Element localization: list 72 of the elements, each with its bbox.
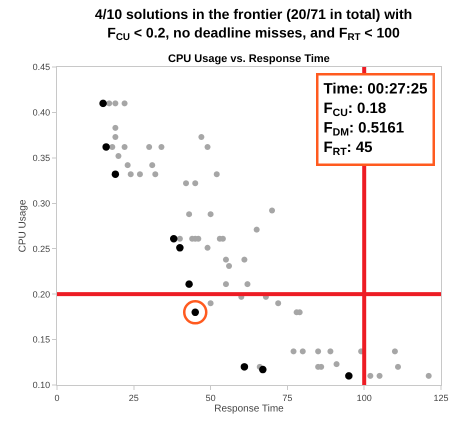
point: [204, 244, 211, 251]
point: [183, 300, 208, 325]
point: [109, 144, 116, 150]
point: [244, 281, 250, 288]
x-tick-label: 75: [282, 392, 292, 403]
point: [376, 372, 383, 379]
point: [99, 100, 107, 108]
point: [198, 134, 204, 140]
point: [208, 211, 214, 218]
point: [392, 348, 398, 354]
point: [124, 162, 131, 168]
point: [149, 162, 156, 168]
point: [122, 144, 128, 150]
y-tick-label: 0.30: [32, 198, 50, 208]
point: [192, 180, 198, 186]
point: [176, 244, 184, 252]
point: [214, 171, 220, 178]
point: [290, 348, 297, 354]
point: [254, 226, 260, 233]
point: [345, 372, 353, 380]
x-tick-label: 50: [206, 392, 216, 403]
point: [112, 170, 120, 178]
point: [146, 144, 152, 150]
y-tick-label: 0.20: [32, 289, 50, 300]
chart-title: 4/10 solutions in the frontier (20/71 in total) with F$_{CU}$ < 0.2, no deadline misses, and F$_{RT}$ < 100: [94, 6, 412, 44]
y-tick-label: 0.40: [32, 108, 50, 118]
point: [186, 211, 192, 218]
y-tick-label: 0.15: [32, 334, 50, 345]
point: [334, 361, 340, 368]
point: [170, 234, 178, 242]
text: Time: 00:27:25 F$_{CU}$: 0.18 F$_{DM}$: 0.5161 F$_{RT}$: 45: [324, 80, 428, 158]
point: [275, 300, 282, 306]
point: [222, 281, 229, 288]
point: [222, 256, 229, 263]
point: [269, 208, 276, 214]
x-tick-label: 25: [128, 392, 139, 403]
point: [115, 153, 122, 160]
point: [394, 364, 401, 370]
y-tick-label: 0.10: [32, 380, 50, 390]
point: [259, 366, 267, 374]
x-tick-label: 125: [433, 392, 449, 403]
point: [183, 180, 190, 186]
x-tick-label: 100: [356, 392, 372, 403]
point: [152, 171, 158, 178]
point: [327, 348, 334, 354]
point: [185, 280, 193, 288]
point: [122, 100, 128, 106]
point: [112, 134, 118, 140]
point: [136, 171, 143, 178]
point: [102, 143, 110, 151]
point: [208, 300, 214, 306]
point: [112, 100, 118, 106]
point: [158, 144, 164, 150]
x-tick-label: 0: [54, 392, 60, 403]
point: [112, 124, 118, 131]
chart-subtitle: CPU Usage vs. Response Time: [168, 53, 330, 65]
point: [300, 348, 306, 354]
point: [176, 236, 183, 242]
y-tick-label: 0.35: [32, 153, 50, 164]
point: [241, 256, 248, 263]
y-tick-label: 0.45: [32, 62, 50, 72]
y-tick-label: 0.25: [32, 244, 50, 254]
y-axis-title: CPU Usage: [18, 199, 29, 252]
x-axis-title: Response Time: [214, 403, 284, 414]
point: [106, 100, 112, 106]
point: [240, 363, 248, 371]
point: [426, 372, 432, 379]
point: [204, 144, 211, 150]
point: [226, 262, 232, 269]
point: [367, 372, 374, 379]
point: [315, 348, 322, 354]
point: [128, 171, 134, 178]
